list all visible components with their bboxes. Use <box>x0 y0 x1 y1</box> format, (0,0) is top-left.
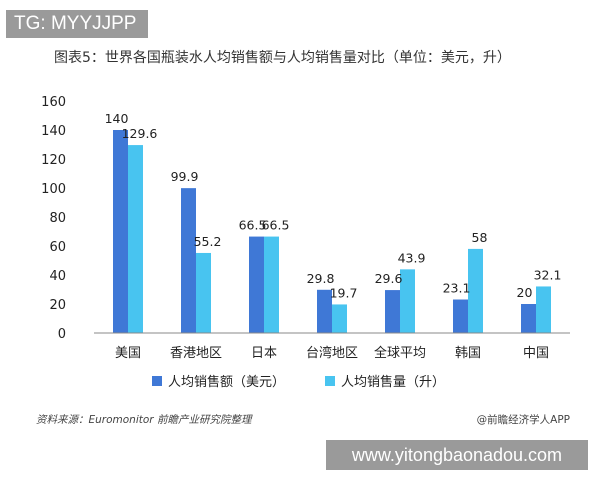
bar-sales-volume <box>400 269 415 333</box>
chart-title: 图表5：世界各国瓶装水人均销售额与人均销售量对比（单位：美元，升） <box>54 50 511 66</box>
legend-label: 人均销售额（美元） <box>168 374 285 390</box>
bar-sales-amount <box>385 290 400 333</box>
bar-value-label: 58 <box>472 230 488 245</box>
brand-credit: @前瞻经济学人APP <box>476 414 570 426</box>
y-tick-label: 120 <box>41 153 66 168</box>
bar-value-label: 66.5 <box>262 218 290 233</box>
bar-sales-volume <box>536 286 551 333</box>
bar-value-label: 23.1 <box>443 281 471 296</box>
y-tick-label: 160 <box>41 95 66 110</box>
legend-swatch <box>152 376 162 386</box>
legend-label: 人均销售量（升） <box>341 374 445 390</box>
bar-sales-volume <box>264 236 279 333</box>
bar-value-label: 43.9 <box>398 250 426 265</box>
legend: 人均销售额（美元） 人均销售量（升） <box>152 374 445 390</box>
y-tick-label: 20 <box>49 298 66 313</box>
bar-sales-volume <box>332 304 347 333</box>
x-category-label: 韩国 <box>455 346 481 361</box>
bar-sales-volume <box>468 248 483 333</box>
x-category-label: 中国 <box>523 346 549 361</box>
legend-swatch <box>325 376 335 386</box>
y-tick-label: 100 <box>41 182 66 197</box>
bar-value-label: 19.7 <box>330 285 358 300</box>
bar-value-label: 29.8 <box>307 271 335 286</box>
bar-value-label: 66.5 <box>239 218 267 233</box>
bar-sales-amount <box>453 299 468 333</box>
y-tick-label: 0 <box>58 327 66 342</box>
bar-value-label: 29.6 <box>375 271 403 286</box>
x-category-label: 全球平均 <box>374 345 426 361</box>
x-axis: 美国 香港地区 日本 台湾地区 全球平均 韩国 中国 <box>94 332 570 361</box>
bar-sales-amount <box>181 188 196 333</box>
x-category-label: 美国 <box>115 346 141 361</box>
y-tick-label: 40 <box>49 269 66 284</box>
bar-value-label: 140 <box>105 111 129 126</box>
y-tick-label: 80 <box>49 211 66 226</box>
x-category-label: 日本 <box>251 346 277 361</box>
bar-sales-amount <box>113 130 128 333</box>
bar-value-label: 99.9 <box>171 169 199 184</box>
bar-sales-volume <box>196 252 211 333</box>
bar-sales-amount <box>521 304 536 333</box>
bar-sales-amount <box>317 289 332 333</box>
y-tick-label: 60 <box>49 240 66 255</box>
y-axis: 0 20 40 60 80 100 120 140 160 <box>41 95 66 342</box>
bars-group <box>113 130 551 333</box>
bar-sales-volume <box>128 145 143 333</box>
bar-value-label: 32.1 <box>534 267 562 282</box>
bar-value-label: 20 <box>517 285 533 300</box>
y-tick-label: 140 <box>41 124 66 139</box>
bar-value-label: 55.2 <box>194 234 222 249</box>
x-category-label: 台湾地区 <box>306 345 358 361</box>
site-url-badge: www.yitongbaonadou.com <box>326 440 588 470</box>
source-note: 资料来源：Euromonitor 前瞻产业研究院整理 <box>36 414 252 426</box>
bar-value-label: 129.6 <box>122 126 158 141</box>
bar-sales-amount <box>249 236 264 333</box>
tg-badge: TG: MYYJJPP <box>6 10 148 38</box>
x-category-label: 香港地区 <box>170 346 222 361</box>
